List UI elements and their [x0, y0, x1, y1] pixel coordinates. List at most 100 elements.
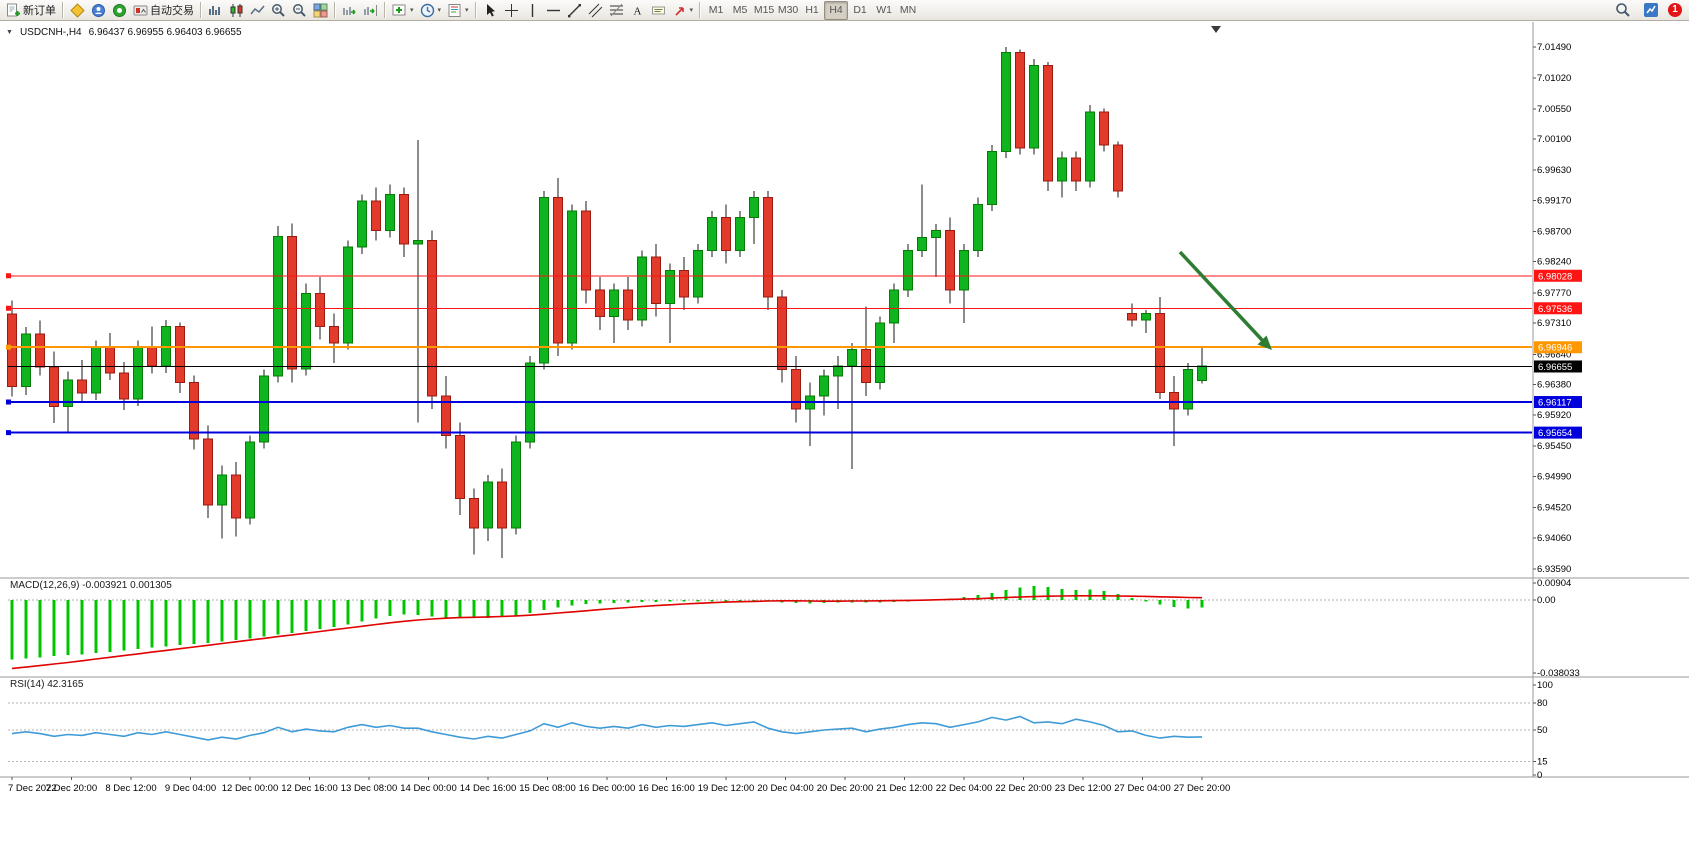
macd-bar	[248, 600, 252, 639]
profile-icon	[92, 3, 105, 17]
bear-candle	[7, 313, 17, 388]
chart-shift-icon	[364, 4, 377, 16]
bull-candle	[903, 250, 913, 291]
resistance-line-upper-handle[interactable]	[6, 273, 11, 279]
timeframe-M15[interactable]: M15	[752, 1, 776, 20]
bull-candle	[959, 250, 969, 291]
periods-button[interactable]: ▾	[417, 1, 445, 20]
mql5-button[interactable]	[1640, 1, 1662, 20]
macd-bar	[1046, 587, 1050, 601]
resistance-line-lower-handle[interactable]	[6, 305, 11, 311]
toolbar: 新订单 自动交易 ▾ ▾ ▾ A ▾ M1 M5 M15 M30 H1 H4 D1 W1 MN …	[0, 0, 1689, 21]
time-axis-label: 16 Dec 00:00	[579, 783, 636, 794]
community-button[interactable]	[109, 1, 130, 20]
timeframe-group: M1 M5 M15 M30 H1 H4 D1 W1 MN	[704, 0, 920, 20]
crosshair-button[interactable]	[501, 1, 522, 20]
price-tag-label: 6.96946	[1538, 343, 1572, 354]
macd-bar	[472, 600, 476, 619]
trendline-button[interactable]	[564, 1, 585, 20]
macd-bar	[66, 600, 70, 656]
horizontal-line-icon	[546, 9, 560, 11]
macd-bar	[1130, 597, 1134, 601]
chart-shift-button[interactable]	[360, 1, 381, 20]
cursor-button[interactable]	[480, 1, 501, 20]
timeframe-W1[interactable]: W1	[872, 1, 896, 20]
macd-bar	[318, 600, 322, 629]
time-axis-label: 27 Dec 04:00	[1114, 783, 1171, 794]
pivot-line-orange-handle[interactable]	[6, 344, 11, 350]
timeframe-H1[interactable]: H1	[800, 1, 824, 20]
bear-candle	[105, 346, 115, 374]
macd-axis-label: 0.00	[1537, 595, 1556, 606]
macd-bar	[402, 600, 406, 615]
macd-bar	[430, 600, 434, 617]
bear-candle	[35, 333, 45, 368]
vertical-line-button[interactable]	[522, 1, 543, 20]
price-tag	[1534, 341, 1582, 354]
chevron-down-icon: ▾	[437, 7, 442, 14]
new-order-button[interactable]: 新订单	[3, 1, 59, 20]
macd-bar	[220, 600, 224, 642]
bear-candle	[497, 481, 507, 529]
macd-bar	[276, 600, 280, 635]
chart-canvas[interactable]: 7.01490 7.01020 7.00550 7.00100 6.99630 6.991…	[0, 22, 1689, 860]
metaeditor-button[interactable]	[67, 1, 88, 20]
timeframe-M1[interactable]: M1	[704, 1, 728, 20]
zoom-in-icon	[272, 3, 285, 17]
time-axis-label: 22 Dec 04:00	[936, 783, 993, 794]
toolbar-separator	[474, 2, 477, 18]
support-line-lower-handle[interactable]	[6, 430, 11, 436]
text-label-button[interactable]	[648, 1, 669, 20]
timeframe-M5[interactable]: M5	[728, 1, 752, 20]
text-button[interactable]: A	[627, 1, 648, 20]
bear-candle	[203, 438, 213, 506]
bull-candle	[665, 269, 675, 304]
bull-candle	[707, 216, 717, 252]
rsi-axis-label: 80	[1537, 698, 1548, 709]
bull-candle	[1183, 368, 1193, 410]
macd-bar	[108, 600, 112, 652]
price-axis-label: 6.95920	[1537, 410, 1571, 421]
search-button[interactable]	[1612, 1, 1634, 20]
trend-arrow[interactable]	[1178, 250, 1265, 343]
bull-candle	[217, 474, 227, 506]
channel-button[interactable]	[585, 1, 606, 20]
profile-button[interactable]	[88, 1, 109, 20]
bear-candle	[441, 395, 451, 437]
bear-candle	[1113, 144, 1123, 192]
timeframe-D1[interactable]: D1	[848, 1, 872, 20]
autotrading-label: 自动交易	[150, 5, 194, 17]
bear-candle	[455, 435, 465, 499]
macd-bar	[262, 600, 266, 637]
bear-candle	[427, 240, 437, 397]
zoom-out-button[interactable]	[289, 1, 310, 20]
candlestick-chart-button[interactable]	[226, 1, 247, 20]
bull-candle	[259, 375, 269, 443]
bar-chart-button[interactable]	[205, 1, 226, 20]
horizontal-line-button[interactable]	[543, 1, 564, 20]
support-line-upper-handle[interactable]	[6, 399, 11, 405]
templates-button[interactable]: ▾	[444, 1, 472, 20]
fibonacci-button[interactable]	[606, 1, 627, 20]
bear-candle	[175, 326, 185, 384]
zoom-in-button[interactable]	[268, 1, 289, 20]
indicators-button[interactable]: ▾	[389, 1, 417, 20]
cursor-icon	[486, 3, 495, 16]
collapse-triangle-icon[interactable]: ▼	[6, 29, 13, 36]
tile-windows-button[interactable]	[310, 1, 331, 20]
notification-badge[interactable]: 1	[1668, 3, 1682, 17]
timeframe-M30[interactable]: M30	[776, 1, 800, 20]
timeframe-MN[interactable]: MN	[896, 1, 920, 20]
macd-bar	[724, 600, 728, 602]
timeframe-H4[interactable]: H4	[824, 0, 849, 20]
macd-bar	[654, 600, 658, 602]
chart-window[interactable]: ▼ USDCNH-,H4 6.96437 6.96955 6.96403 6.9…	[0, 22, 1689, 860]
autotrading-button[interactable]: 自动交易	[130, 1, 197, 20]
bull-candle	[735, 216, 745, 252]
time-axis-label: 15 Dec 08:00	[519, 783, 576, 794]
arrows-button[interactable]: ▾	[669, 1, 697, 20]
line-chart-button[interactable]	[247, 1, 268, 20]
bear-candle	[623, 289, 633, 321]
rsi-line	[11, 715, 1203, 741]
auto-scroll-button[interactable]	[339, 1, 360, 20]
